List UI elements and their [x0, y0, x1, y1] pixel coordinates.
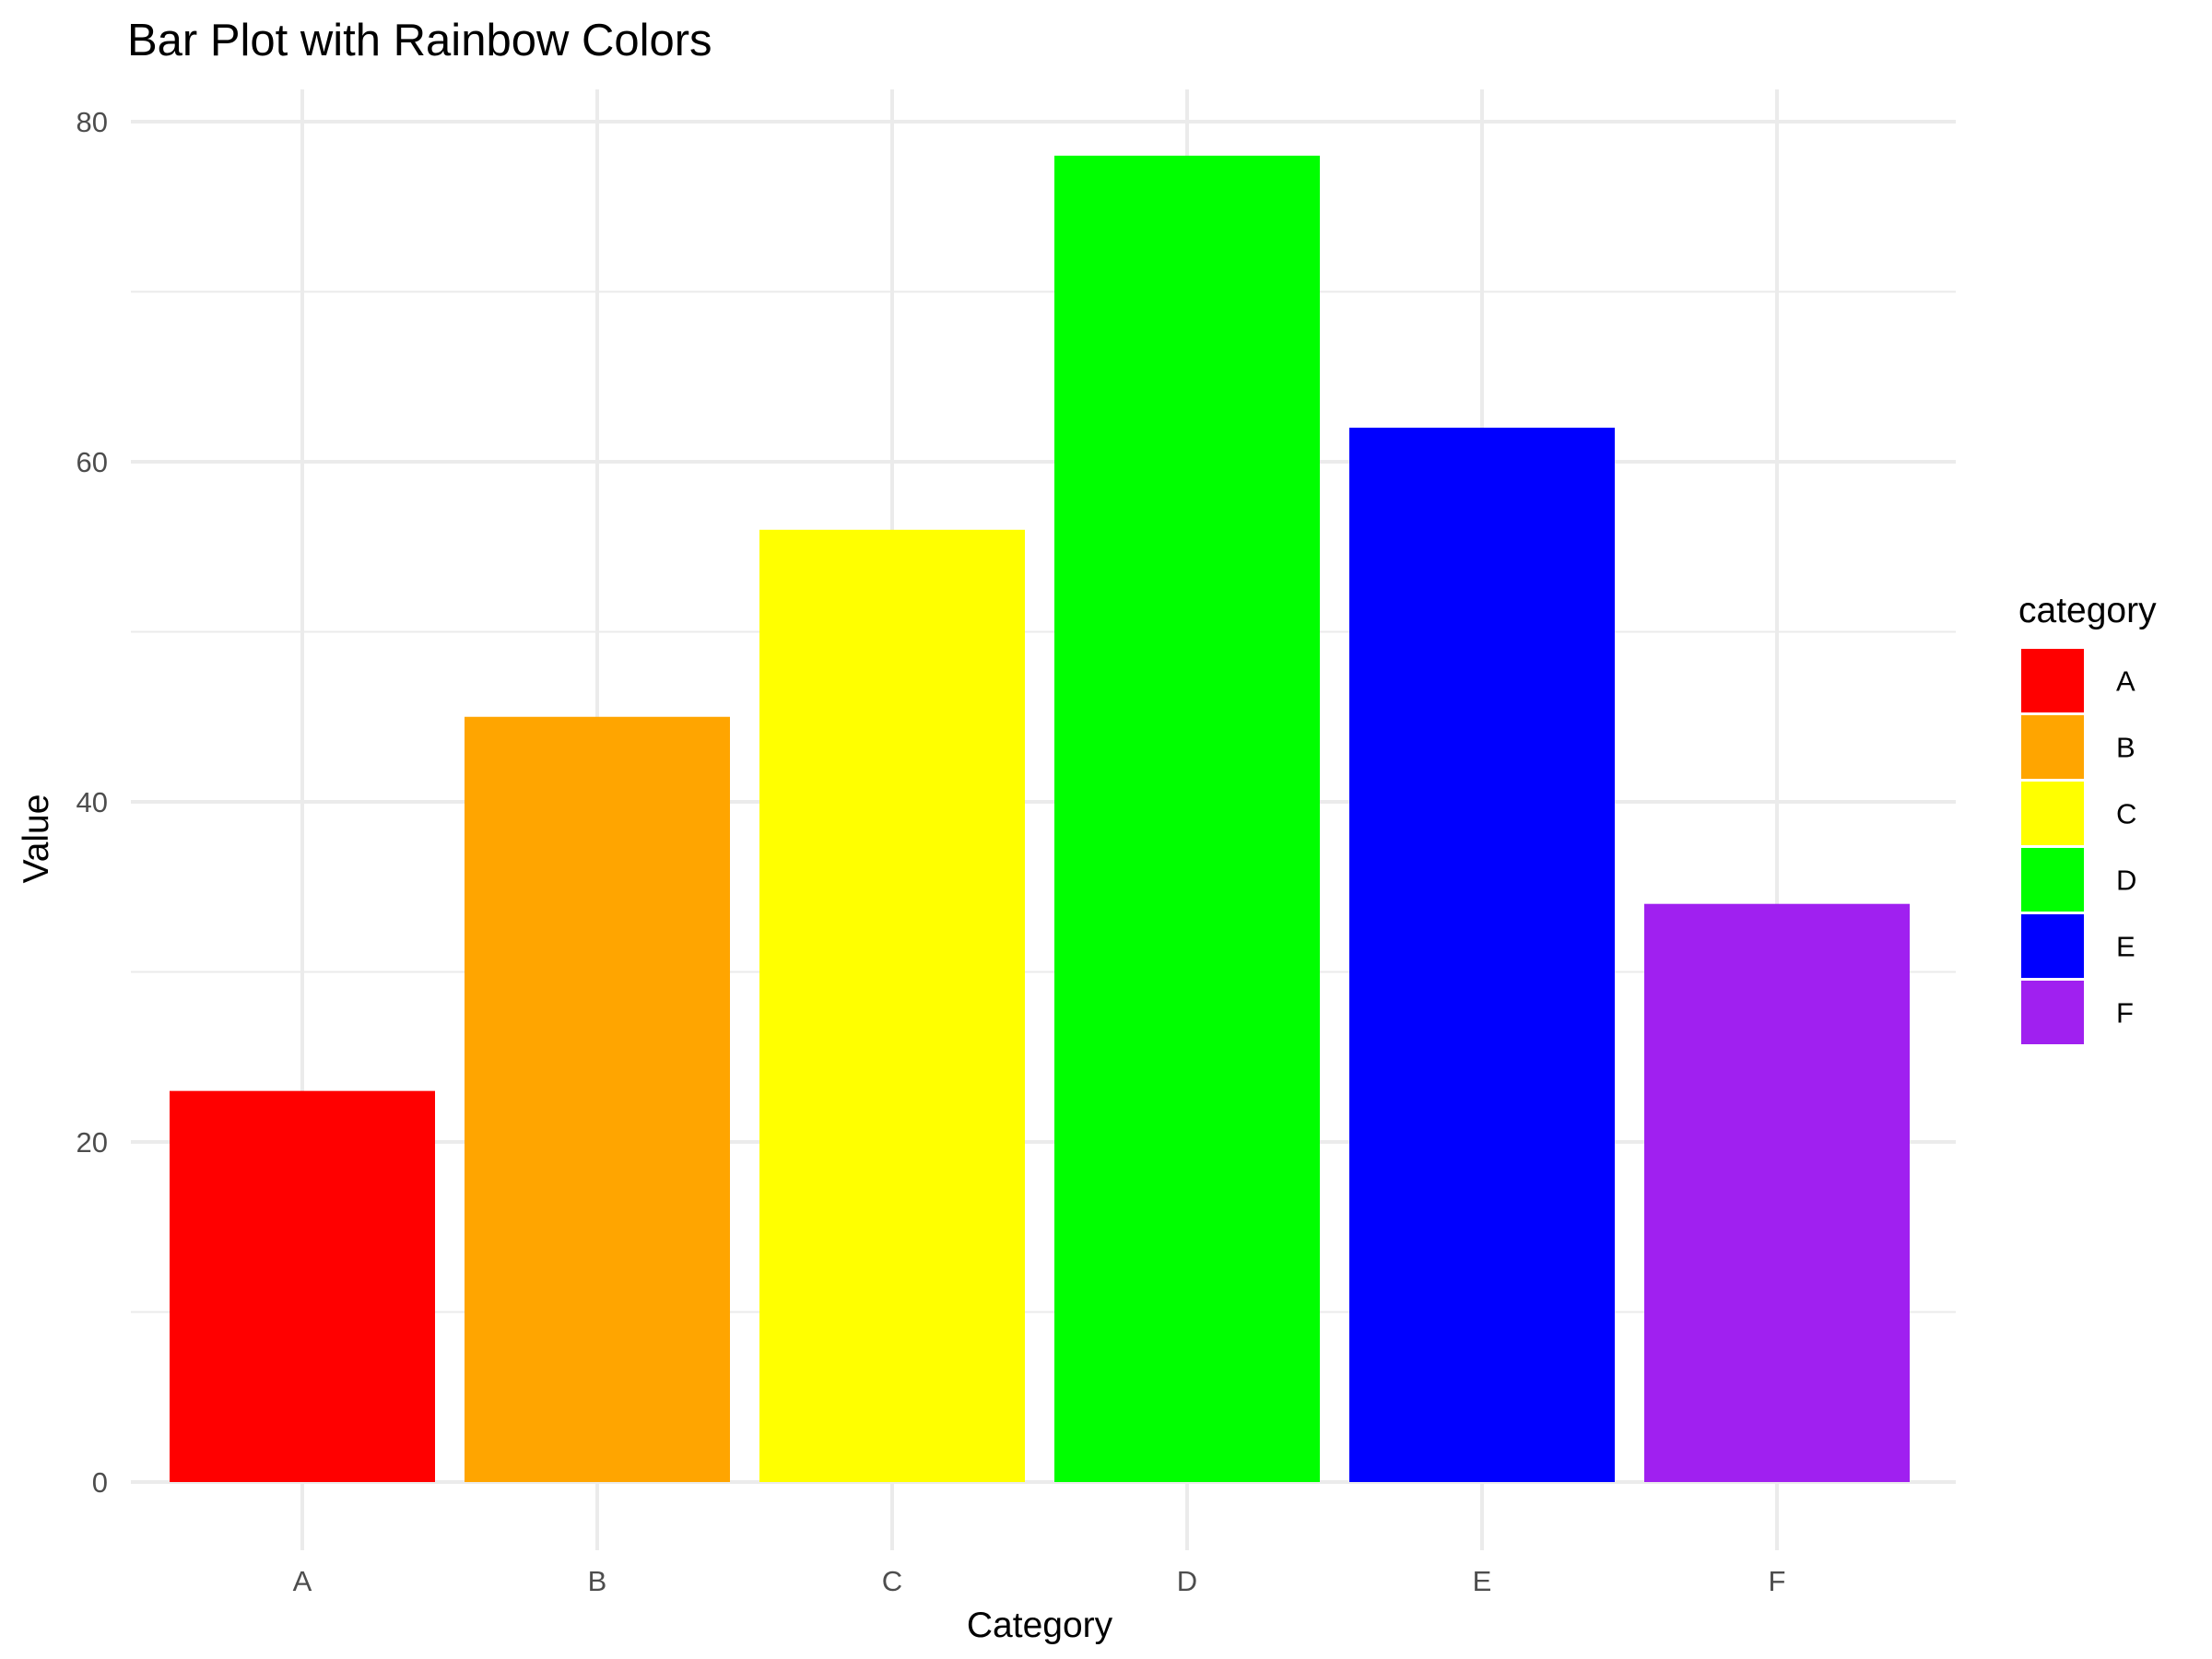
legend-key-b: [2021, 715, 2084, 779]
x-axis-ticks: A B C D E F: [293, 1565, 1786, 1597]
bar-c: [759, 529, 1025, 1482]
y-tick-label: 80: [76, 106, 108, 138]
legend-label-f: F: [2116, 997, 2134, 1030]
x-tick-label: E: [1473, 1565, 1492, 1597]
bar-f: [1644, 903, 1910, 1482]
bar-d: [1054, 155, 1320, 1482]
x-tick-label: A: [293, 1565, 312, 1597]
y-tick-label: 0: [92, 1466, 108, 1499]
legend-label-e: E: [2116, 931, 2136, 963]
legend-key-d: [2021, 848, 2084, 912]
y-tick-label: 60: [76, 446, 108, 478]
bar-b: [465, 716, 730, 1482]
legend-title: category: [2018, 591, 2157, 630]
chart-title: Bar Plot with Rainbow Colors: [127, 16, 712, 65]
y-tick-label: 40: [76, 786, 108, 818]
legend-key-c: [2021, 782, 2084, 845]
legend-key-f: [2021, 981, 2084, 1044]
x-tick-label: B: [588, 1565, 607, 1597]
legend: category A B C D E F: [2018, 591, 2157, 1044]
y-axis-title: Value: [17, 794, 56, 884]
bar-a: [170, 1090, 435, 1482]
y-tick-label: 20: [76, 1126, 108, 1159]
x-axis-title: Category: [967, 1606, 1113, 1645]
legend-label-c: C: [2116, 798, 2136, 830]
legend-label-a: A: [2116, 665, 2136, 698]
bar-e: [1349, 428, 1615, 1483]
bars: [170, 155, 1910, 1483]
x-tick-label: D: [1177, 1565, 1197, 1597]
legend-label-d: D: [2116, 865, 2136, 897]
x-tick-label: C: [882, 1565, 902, 1597]
legend-label-b: B: [2116, 732, 2136, 764]
legend-key-a: [2021, 649, 2084, 712]
x-tick-label: F: [1769, 1565, 1786, 1597]
legend-key-e: [2021, 914, 2084, 978]
y-axis-ticks: 0 20 40 60 80: [76, 106, 108, 1499]
